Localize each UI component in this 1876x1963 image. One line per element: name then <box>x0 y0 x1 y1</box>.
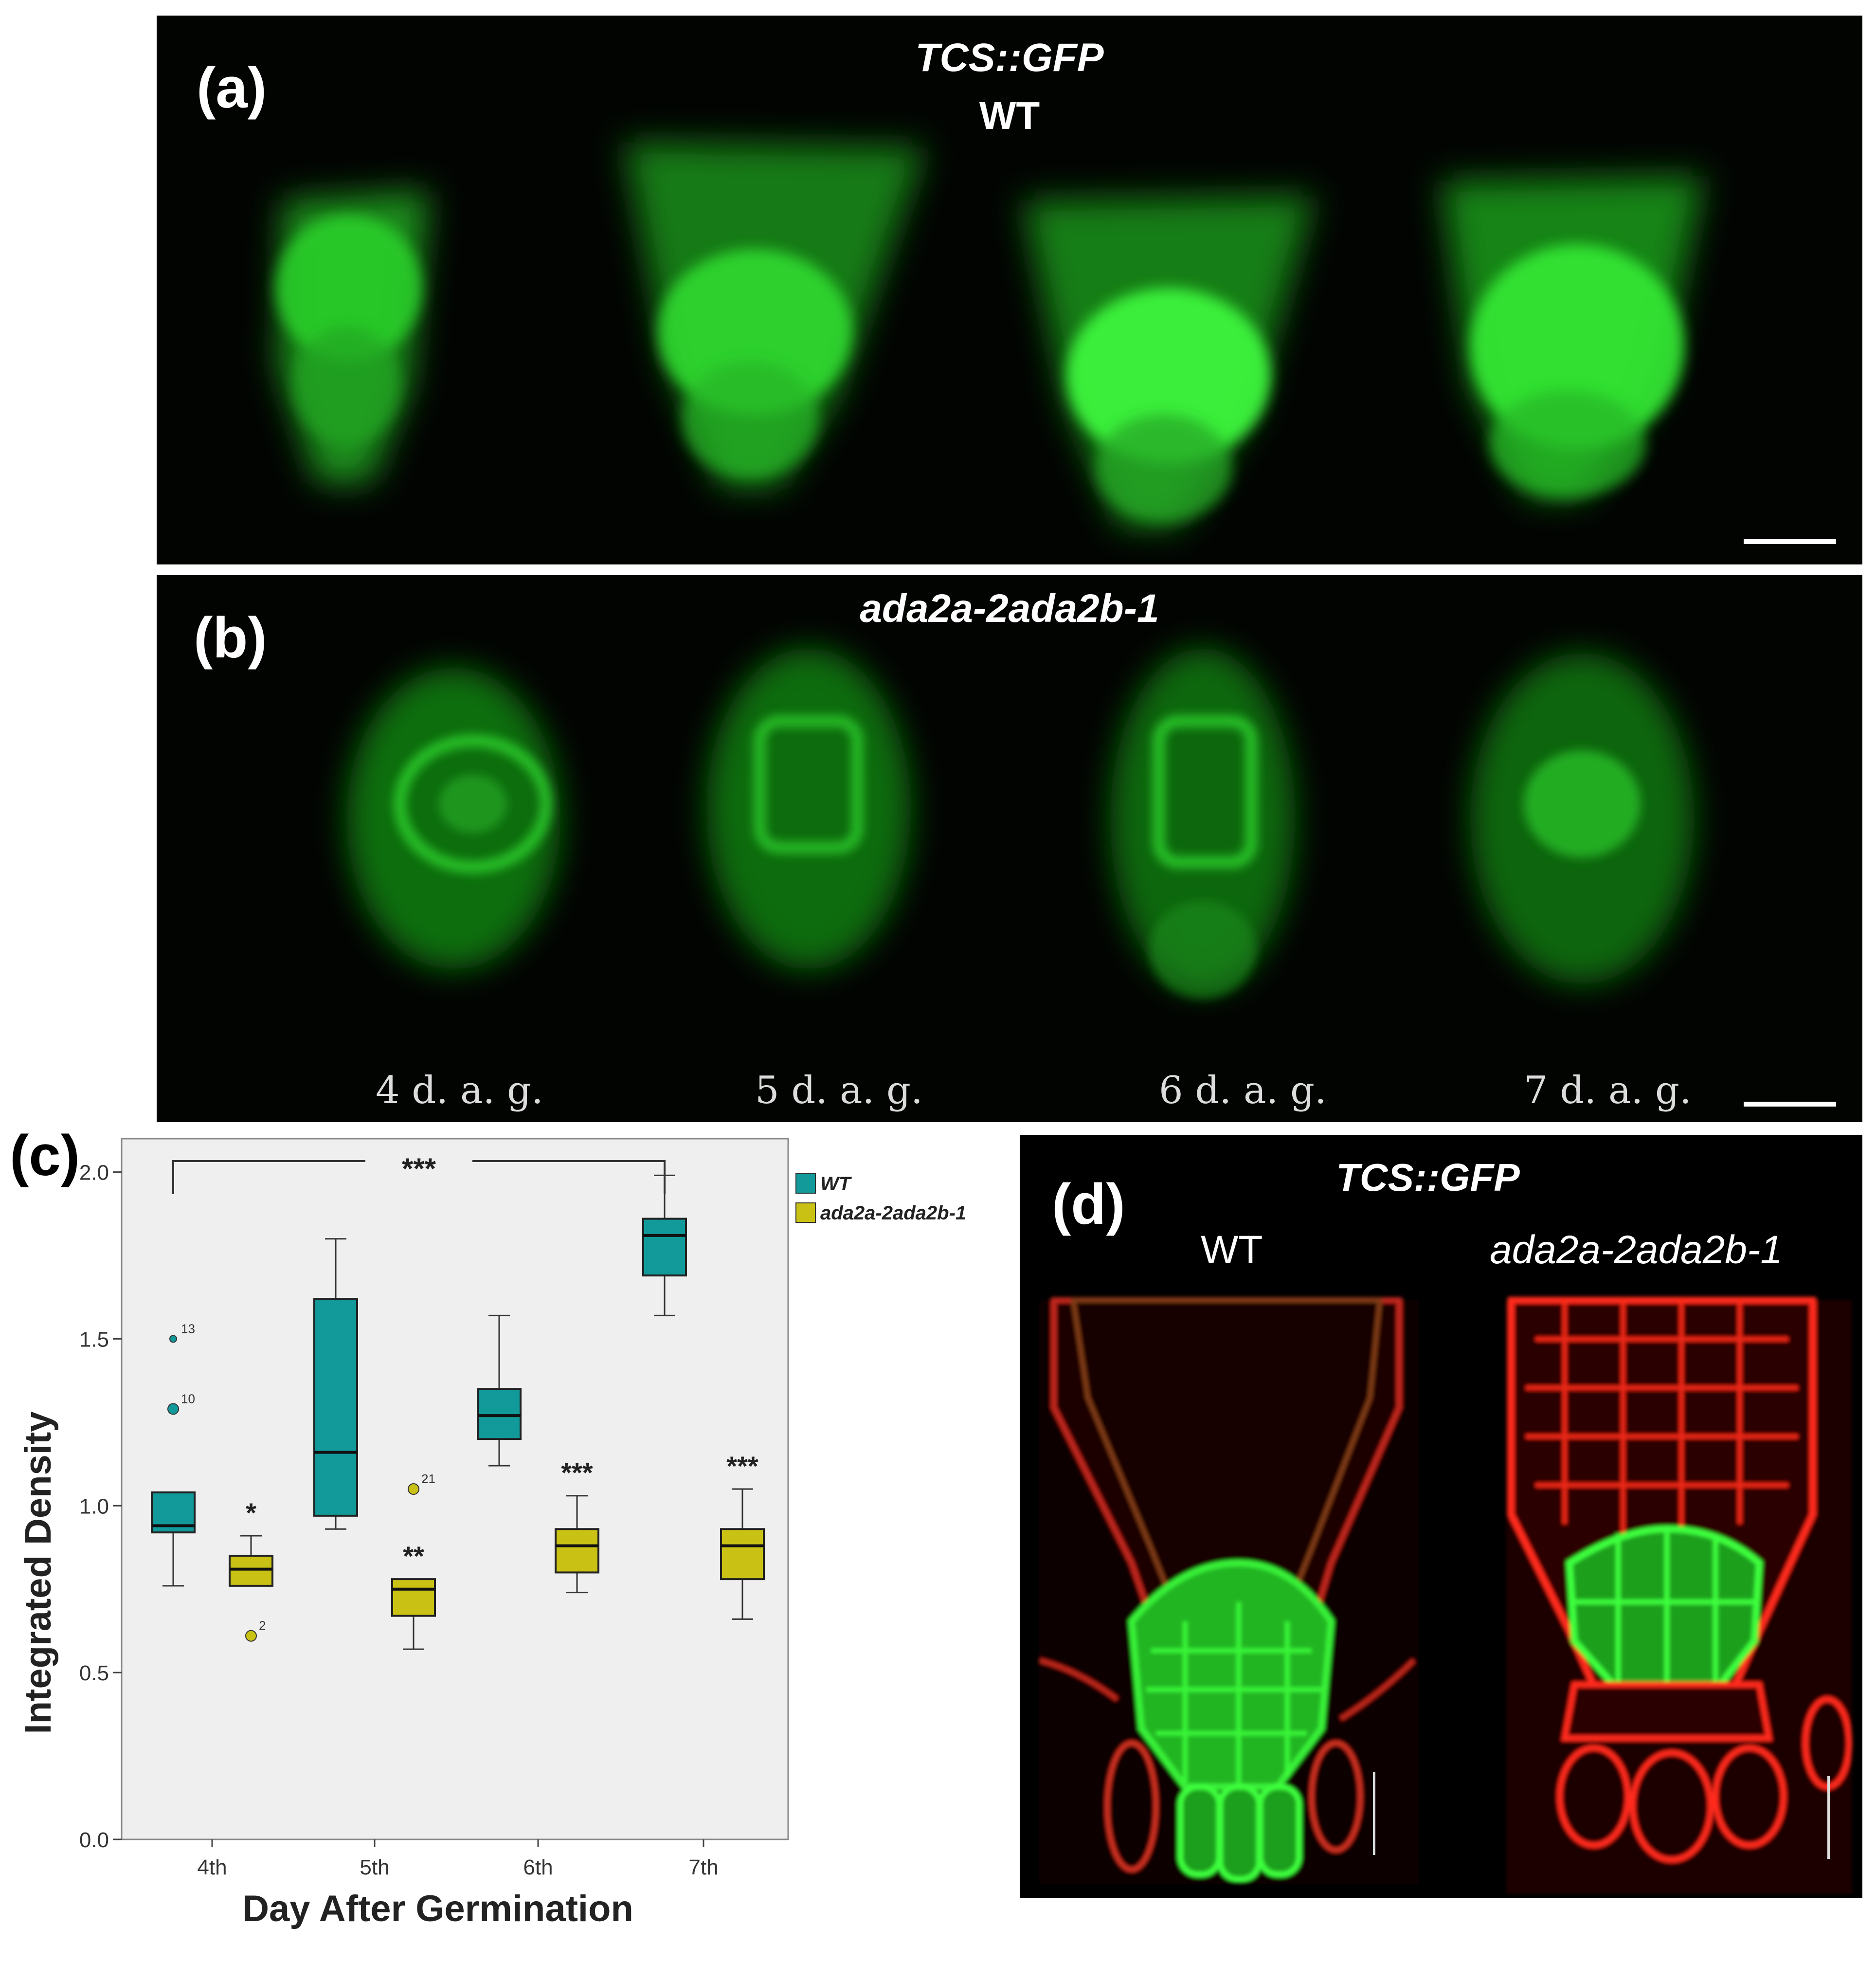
box-1-0-outlier-0 <box>245 1630 257 1642</box>
box-0-0-outlier-label-0: 10 <box>181 1391 195 1406</box>
wt-root-6dag <box>1023 196 1315 527</box>
panel-d-title: TCS::GFP <box>1336 1156 1520 1199</box>
panel-d-label-mutant: ada2a-2ada2b-1 <box>1490 1228 1783 1272</box>
box-1-0-outlier-label-0: 2 <box>259 1618 266 1633</box>
day-label-5: 5 d. a. g. <box>755 1069 923 1112</box>
mutant-root-4dag <box>346 668 560 969</box>
box-0-0-outlier-label-1: 13 <box>181 1321 195 1336</box>
box-1-0-body <box>229 1555 273 1587</box>
significance-label-1: ** <box>403 1541 424 1571</box>
box-1-1-body <box>391 1578 436 1617</box>
legend-swatch-wt <box>795 1173 816 1194</box>
box-1-2-body <box>555 1528 599 1574</box>
panel-d: (d) TCS::GFP WT ada2a-2ada2b-1 <box>1020 1135 1862 1898</box>
panel-c: (c) 0.0 0.5 1.0 1.5 2.0 4th 5th 6th 7th 10 13 2 21… <box>0 1125 1020 1963</box>
x-tick-label-0: 4th <box>197 1855 227 1879</box>
day-label-7: 7 d. a. g. <box>1524 1069 1692 1112</box>
panel-b-micrographs <box>346 648 1694 999</box>
y-axis: 0.0 0.5 1.0 1.5 2.0 <box>79 1161 122 1852</box>
box-1-1-outlier-0 <box>408 1483 419 1495</box>
y-tick-label-2: 1.0 <box>79 1494 109 1518</box>
x-tick-label-2: 6th <box>523 1855 553 1879</box>
panel-d-label-wt: WT <box>1201 1228 1263 1272</box>
box-0-3-body <box>642 1218 687 1277</box>
y-axis-title: Integrated Density <box>18 1411 59 1734</box>
significance-annotations: ****** ****** <box>172 1152 758 1571</box>
box-series: 10 13 2 21 <box>151 1174 765 1650</box>
panel-a-label: (a) <box>197 56 267 120</box>
significance-label-2: *** <box>561 1457 593 1488</box>
significance-label-3: *** <box>726 1451 758 1481</box>
x-axis: 4th 5th 6th 7th <box>197 1839 719 1879</box>
panel-a-title-marker: TCS::GFP <box>915 36 1104 80</box>
mutant-root-7dag <box>1470 653 1694 984</box>
y-tick-label-4: 2.0 <box>79 1161 109 1185</box>
mutant-root-6dag <box>1110 648 1295 999</box>
mutant-root-5dag <box>706 648 911 969</box>
panel-b-scale-bar <box>1744 1102 1836 1107</box>
day-label-4: 4 d. a. g. <box>376 1069 543 1112</box>
panel-a: (a) TCS::GFP WT <box>157 16 1862 564</box>
box-1-3-body <box>720 1528 765 1581</box>
bracket-line <box>172 1160 666 1194</box>
confocal-wt-root <box>1038 1297 1419 1884</box>
box-0-0-outlier-1 <box>169 1335 177 1343</box>
box-0-2-body <box>477 1388 522 1440</box>
x-tick-label-1: 5th <box>360 1855 389 1879</box>
box-0-1-body <box>313 1298 358 1517</box>
bracket-label: *** <box>402 1152 436 1185</box>
panel-a-micrographs <box>276 142 1704 527</box>
y-tick-label-3: 1.5 <box>79 1327 109 1351</box>
box-0-0-outlier-0 <box>167 1403 179 1415</box>
panel-c-label: (c) <box>10 1124 80 1188</box>
day-label-6: 6 d. a. g. <box>1159 1069 1327 1112</box>
legend: WT ada2a-2ada2b-1 <box>795 1173 966 1224</box>
significance-label-0: * <box>246 1497 256 1528</box>
panel-a-title-genotype: WT <box>979 94 1040 137</box>
confocal-mutant-scale-bar <box>1827 1776 1830 1859</box>
confocal-wt-scale-bar <box>1373 1772 1375 1855</box>
x-axis-title: Day After Germination <box>242 1888 633 1929</box>
panel-b-title-genotype: ada2a-2ada2b-1 <box>860 586 1159 631</box>
x-tick-label-3: 7th <box>688 1855 718 1879</box>
plot-area <box>121 1138 789 1840</box>
box-1-1-outlier-label-0: 21 <box>421 1472 435 1486</box>
panel-b: (b) ada2a-2ada2b-1 4 d. a. g. 5 d. a. g.… <box>157 575 1862 1122</box>
legend-label-mutant: ada2a-2ada2b-1 <box>820 1202 966 1224</box>
panel-d-confocal <box>1038 1297 1852 1894</box>
legend-label-wt: WT <box>820 1173 852 1195</box>
legend-swatch-mutant <box>795 1202 816 1223</box>
panel-a-scale-bar <box>1744 539 1836 544</box>
y-tick-label-0: 0.0 <box>79 1828 109 1852</box>
wt-root-5dag <box>624 142 925 488</box>
wt-root-7dag <box>1441 176 1704 497</box>
confocal-mutant-root <box>1506 1297 1852 1894</box>
wt-root-4dag <box>276 191 429 483</box>
panel-b-label: (b) <box>194 606 267 670</box>
panel-d-label: (d) <box>1052 1172 1125 1236</box>
y-tick-label-1: 0.5 <box>79 1661 109 1685</box>
